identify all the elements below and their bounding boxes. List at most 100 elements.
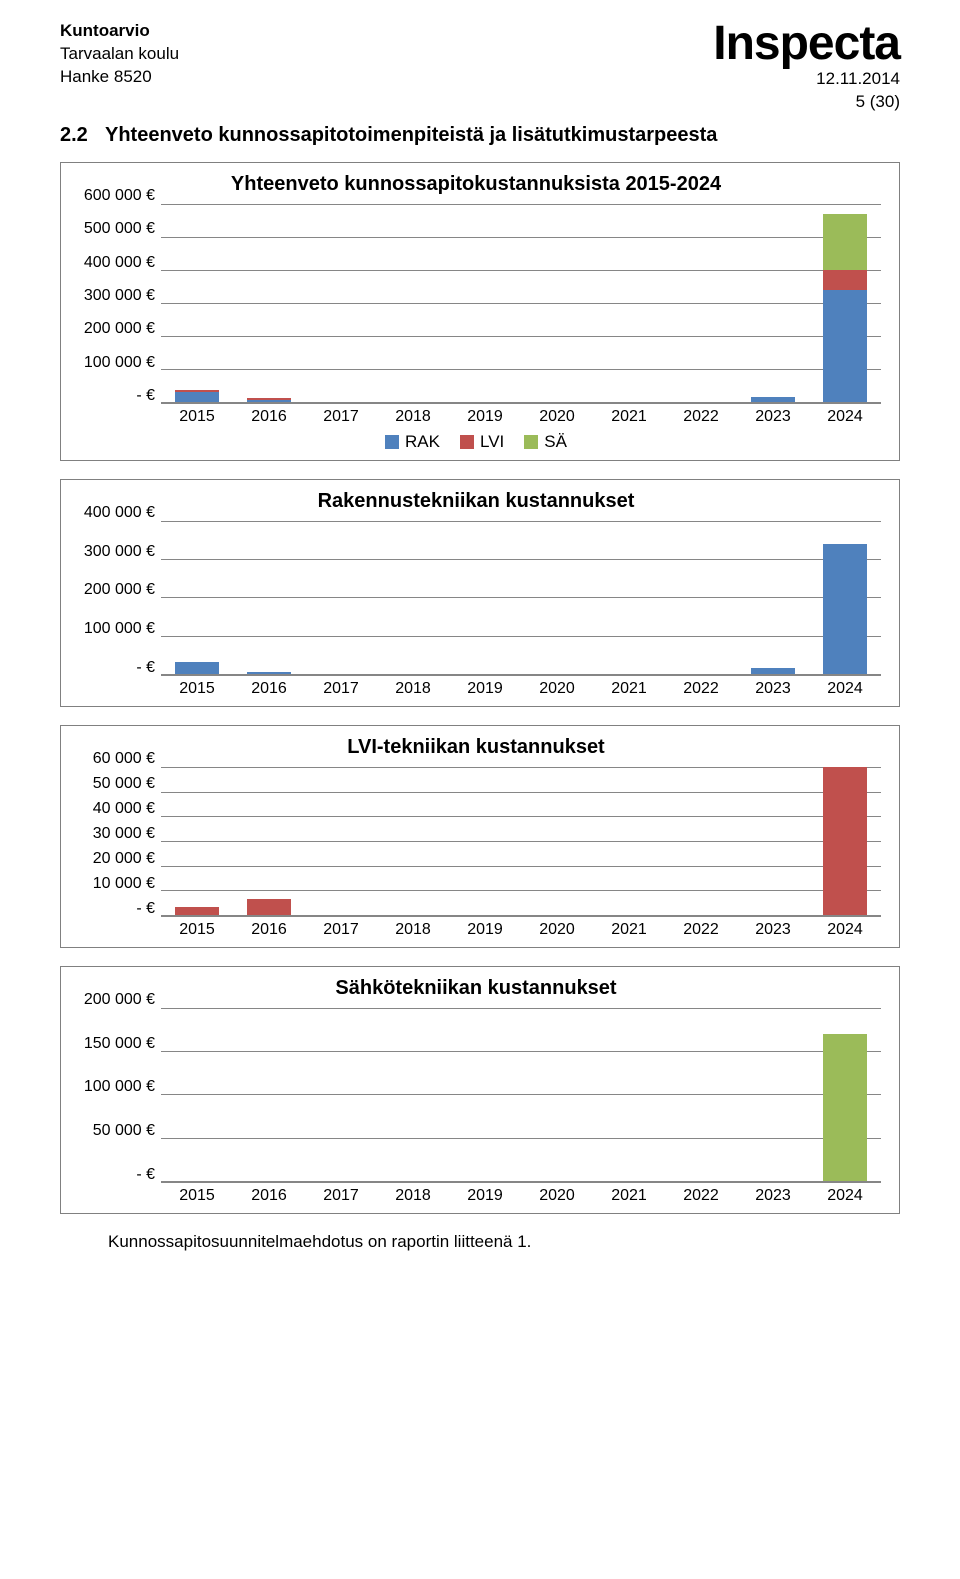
y-tick-label: 40 000 € (93, 800, 155, 817)
x-axis: 2015201620172018201920202021202220232024 (161, 1187, 881, 1205)
y-tick-label: - € (136, 1166, 155, 1183)
x-tick-label: 2024 (809, 1187, 881, 1205)
x-tick-label: 2021 (593, 408, 665, 426)
bar-segment-rak (751, 668, 795, 674)
bar-slot (665, 204, 737, 402)
x-axis: 2015201620172018201920202021202220232024 (161, 408, 881, 426)
x-tick-label: 2018 (377, 680, 449, 698)
chart-title: LVI-tekniikan kustannukset (71, 736, 881, 759)
x-tick-label: 2019 (449, 1187, 521, 1205)
x-tick-label: 2023 (737, 680, 809, 698)
bar-slot (665, 767, 737, 915)
y-axis: 600 000 €500 000 €400 000 €300 000 €200 … (71, 204, 161, 404)
x-tick-label: 2017 (305, 921, 377, 939)
x-tick-label: 2015 (161, 408, 233, 426)
bar-slot (521, 204, 593, 402)
bar-segment-rak (247, 672, 291, 674)
x-tick-label: 2015 (161, 680, 233, 698)
x-tick-label: 2019 (449, 921, 521, 939)
bar-slot (593, 521, 665, 674)
chart-title: Sähkötekniikan kustannukset (71, 977, 881, 1000)
bar-slot (737, 204, 809, 402)
bar-slot (233, 204, 305, 402)
bar-slot (233, 521, 305, 674)
x-tick-label: 2017 (305, 680, 377, 698)
bar-slot (449, 204, 521, 402)
bar-slot (161, 1008, 233, 1181)
legend-swatch (524, 435, 538, 449)
bar-slot (305, 521, 377, 674)
y-tick-label: 200 000 € (84, 991, 155, 1008)
y-tick-label: 600 000 € (84, 187, 155, 204)
bar-slot (737, 521, 809, 674)
y-tick-label: 400 000 € (84, 504, 155, 521)
x-tick-label: 2017 (305, 1187, 377, 1205)
bar-slot (521, 1008, 593, 1181)
doc-title: Kuntoarvio (60, 20, 179, 43)
x-tick-label: 2016 (233, 921, 305, 939)
x-tick-label: 2023 (737, 1187, 809, 1205)
y-tick-label: 20 000 € (93, 850, 155, 867)
bar-segment-rak (175, 662, 219, 673)
x-tick-label: 2019 (449, 680, 521, 698)
section-number: 2.2 (60, 124, 105, 147)
bar-segment-rak (247, 400, 291, 402)
bar-segment-lvi (823, 270, 867, 290)
x-tick-label: 2016 (233, 408, 305, 426)
bar-slot (161, 767, 233, 915)
doc-date: 12.11.2014 (713, 68, 900, 91)
y-tick-label: - € (136, 659, 155, 676)
x-tick-label: 2020 (521, 408, 593, 426)
bar-slot (161, 204, 233, 402)
x-tick-label: 2024 (809, 680, 881, 698)
bar-slot (521, 767, 593, 915)
x-tick-label: 2022 (665, 921, 737, 939)
y-tick-label: 200 000 € (84, 320, 155, 337)
y-tick-label: 100 000 € (84, 354, 155, 371)
bars-row (161, 204, 881, 402)
bar-segment-rak (175, 392, 219, 402)
legend-item-sa: SÄ (524, 432, 567, 452)
bar-segment-lvi (175, 907, 219, 914)
doc-subtitle: Tarvaalan koulu (60, 43, 179, 66)
chart-title: Yhteenveto kunnossapitokustannuksista 20… (71, 173, 881, 196)
bar-slot (737, 767, 809, 915)
bar-slot (305, 204, 377, 402)
bar-slot (233, 1008, 305, 1181)
x-axis: 2015201620172018201920202021202220232024 (161, 680, 881, 698)
bar-segment-rak (751, 397, 795, 402)
legend-label: LVI (480, 432, 504, 452)
bar-slot (809, 767, 881, 915)
bar-slot (377, 204, 449, 402)
y-tick-label: 100 000 € (84, 620, 155, 637)
bar-slot (809, 204, 881, 402)
section-title-text: Yhteenveto kunnossapitotoimenpiteistä ja… (105, 124, 717, 146)
bar-slot (233, 767, 305, 915)
bar-slot (593, 1008, 665, 1181)
y-tick-label: 50 000 € (93, 1122, 155, 1139)
y-tick-label: 150 000 € (84, 1035, 155, 1052)
y-tick-label: - € (136, 387, 155, 404)
legend-label: SÄ (544, 432, 567, 452)
y-tick-label: 50 000 € (93, 775, 155, 792)
bar-slot (305, 767, 377, 915)
legend-item-rak: RAK (385, 432, 440, 452)
y-tick-label: 200 000 € (84, 581, 155, 598)
chart-body: 200 000 €150 000 €100 000 €50 000 €- € (71, 1008, 881, 1183)
x-tick-label: 2020 (521, 680, 593, 698)
bar-segment-sa (823, 214, 867, 270)
chart-panel: Rakennustekniikan kustannukset400 000 €3… (60, 479, 900, 707)
x-tick-label: 2022 (665, 1187, 737, 1205)
bar-segment-rak (823, 290, 867, 402)
x-tick-label: 2023 (737, 921, 809, 939)
y-tick-label: 60 000 € (93, 750, 155, 767)
chart-body: 60 000 €50 000 €40 000 €30 000 €20 000 €… (71, 767, 881, 917)
y-axis: 200 000 €150 000 €100 000 €50 000 €- € (71, 1008, 161, 1183)
bar-slot (665, 1008, 737, 1181)
plot-area (161, 767, 881, 917)
bar-slot (665, 521, 737, 674)
bar-slot (161, 521, 233, 674)
page-header: Kuntoarvio Tarvaalan koulu Hanke 8520 In… (60, 20, 900, 114)
chart-body: 600 000 €500 000 €400 000 €300 000 €200 … (71, 204, 881, 404)
chart-panel: Yhteenveto kunnossapitokustannuksista 20… (60, 162, 900, 461)
